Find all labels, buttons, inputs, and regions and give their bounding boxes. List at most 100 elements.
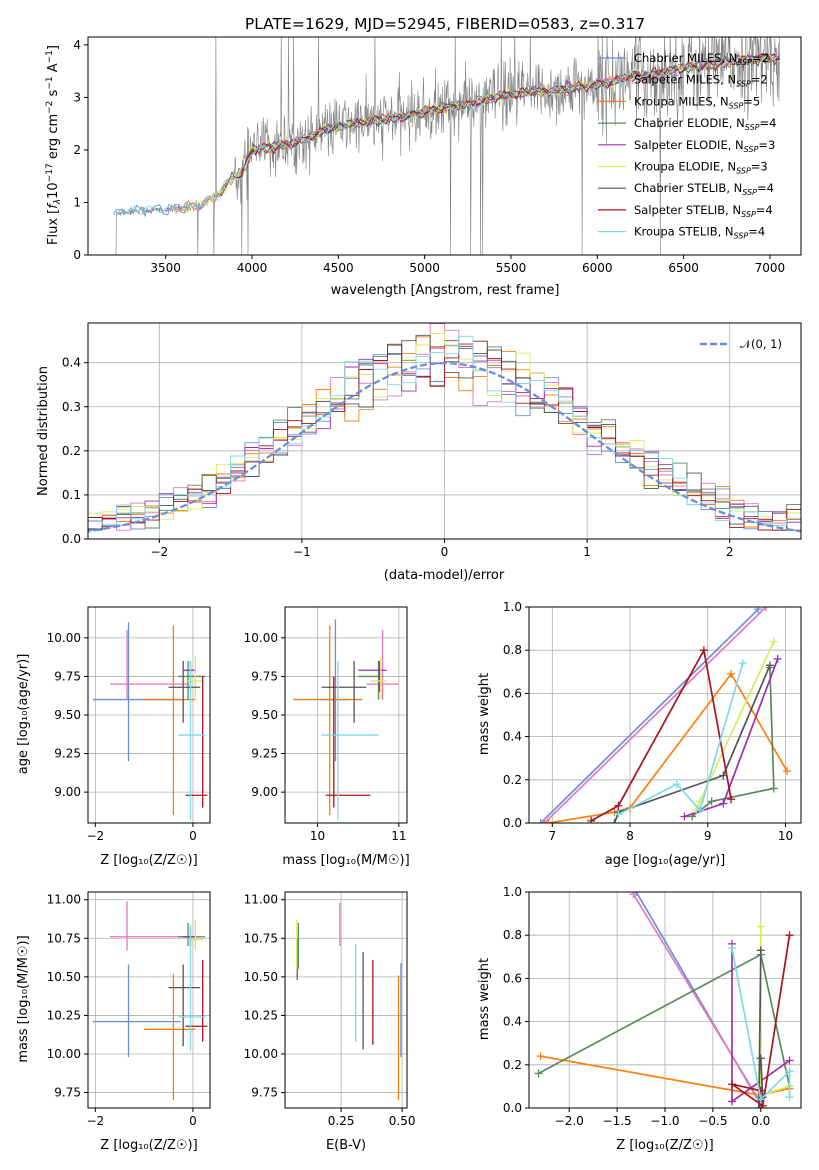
Z-weight-series-salpeter-stelib-marker <box>728 1080 737 1089</box>
spectrum-frame <box>87 36 802 256</box>
ebv-mass-y-tick-label: 10.50 <box>244 970 278 984</box>
residual-histogram-panel: (data-model)/error Normed distribution 𝒩… <box>36 337 782 583</box>
Z-weight-series-kroupa-stelib-marker <box>785 1067 794 1076</box>
age-weight-x-tick-label: 8 <box>626 829 634 843</box>
age-weight-x-tick-label: 10 <box>778 829 793 843</box>
residuals-x-tick-label: −2 <box>150 545 168 559</box>
Z-mass-y-tick-label: 11.00 <box>47 893 81 907</box>
mass-age-errorbars <box>293 619 399 820</box>
Z-weight-y-tick-label: 0.2 <box>503 1058 522 1072</box>
spectrum-title: PLATE=1629, MJD=52945, FIBERID=0583, z=0… <box>245 15 645 33</box>
Z-age-y-tick-label: 9.25 <box>54 747 81 761</box>
ebv-mass-x-label: E(B-V) <box>326 1138 366 1153</box>
Z-mass-y-tick-label: 10.75 <box>47 931 81 945</box>
spectrum-y-tick-label: 3 <box>73 90 81 104</box>
Z-weight-x-tick-label: −0.5 <box>698 1114 727 1128</box>
age-weight-series-kroupa-stelib-marker <box>614 810 623 819</box>
Z-weight-x-tick-label: −1.0 <box>650 1114 679 1128</box>
ebv-mass-y-tick-label: 9.75 <box>251 1086 278 1100</box>
spectrum-y-label: Flux [fλ10−17 erg cm−2 s−1 A−1] <box>45 45 63 245</box>
small-panels-labels: Z [log₁₀(Z/Z☉)] age [log₁₀(age/yr)] mass… <box>16 654 725 1153</box>
age-weight-series-kroupa-stelib-marker <box>738 659 747 668</box>
age-weight-y-tick-label: 1.0 <box>503 600 522 614</box>
age-weight-series-salpeter-elodie-marker <box>680 812 689 821</box>
Z-weight-y-tick-label: 1.0 <box>503 885 522 899</box>
mass-age-axes: 10 11 9.00 9.25 9.50 9.75 10.00 <box>244 607 407 843</box>
normal-legend-label: 𝒩(0, 1) <box>740 337 782 351</box>
ebv-mass-y-tick-label: 10.00 <box>244 1047 278 1061</box>
spectrum-x-tick-label: 5500 <box>496 261 527 275</box>
legend-label-0: Chabrier MILES, NSSP=2 <box>634 51 769 67</box>
age-weight-series-kroupa-stelib-marker <box>695 806 704 815</box>
Z-age-errorbars <box>92 622 208 820</box>
legend-label-7: Salpeter STELIB, NSSP=4 <box>634 203 773 219</box>
Z-age-axes: −2 0 9.00 9.25 9.50 9.75 10.00 <box>47 607 210 843</box>
Z-weight-series-salpeter-stelib-marker <box>756 1086 765 1095</box>
residuals-x-tick-label: 1 <box>583 545 591 559</box>
z-weight-y-label: mass weight <box>477 958 492 1040</box>
Z-weight-axes: −2.0 −1.5 −1.0 −0.5 0.0 0.0 0.2 0.4 0.6 0.8 1.0 <box>503 885 801 1128</box>
residuals-x-tick-label: 0 <box>441 545 449 559</box>
z-weight-x-label: Z [log₁₀(Z/Z☉)] <box>616 1138 713 1153</box>
Z-mass-errorbars <box>92 901 208 1101</box>
residuals-frame <box>87 322 802 540</box>
model-spectrum-kroupa-stelib <box>113 54 780 215</box>
spectrum-x-tick-label: 6500 <box>668 261 699 275</box>
Z-weight-series-kroupa-elodie-marker <box>756 922 765 931</box>
Z-mass-y-tick-label: 10.25 <box>47 1008 81 1022</box>
spectrum-x-tick-label: 6000 <box>582 261 613 275</box>
ebv-mass-x-tick-label: 0.50 <box>389 1114 416 1128</box>
age-weight-series-chabrier-stelib-marker <box>610 819 619 823</box>
mass-age-frame <box>284 606 408 824</box>
mass-age-y-tick-label: 9.50 <box>251 708 278 722</box>
ebv-mass-errorbars <box>296 902 402 1101</box>
age-weight-y-tick-label: 0.4 <box>503 730 522 744</box>
Z-mass-y-tick-label: 10.50 <box>47 970 81 984</box>
age-weight-x-tick-label: 7 <box>548 829 556 843</box>
Z-weight-x-tick-label: −1.5 <box>603 1114 632 1128</box>
age-weight-series-salpeter-stelib-marker <box>699 646 708 655</box>
Z-mass-x-tick-label: −2 <box>86 1114 104 1128</box>
age-weight-series-chabrier-elodie-marker <box>707 797 716 806</box>
legend-label-5: Kroupa ELODIE, NSSP=3 <box>634 160 768 176</box>
age-weight-y-tick-label: 0.0 <box>503 816 522 830</box>
age-weight-x-label: age [log₁₀(age/yr)] <box>605 853 726 868</box>
age-weight-series-salpeter-stelib-marker <box>587 816 596 823</box>
Z-weight-x-tick-label: −2.0 <box>555 1114 584 1128</box>
age-weight-series-chabrier-stelib-marker <box>765 661 774 670</box>
mass-age-y-tick-label: 9.75 <box>251 669 278 683</box>
age-weight-series-salpeter-miles-marker <box>540 819 549 823</box>
spectrum-x-tick-label: 7000 <box>755 261 786 275</box>
Z-mass-x-tick-label: 0 <box>189 1114 197 1128</box>
age-weight-series-chabrier-miles-marker <box>536 819 545 823</box>
z-age-x-label: Z [log₁₀(Z/Z☉)] <box>100 853 197 868</box>
residuals-y-tick-label: 0.4 <box>62 356 81 370</box>
spectrum-x-tick-label: 4000 <box>237 261 268 275</box>
spectrum-y-tick-label: 1 <box>73 195 81 209</box>
normal-legend: 𝒩(0, 1) <box>700 337 782 351</box>
ebv-mass-y-tick-label: 10.25 <box>244 1008 278 1022</box>
ebv-mass-y-tick-label: 11.00 <box>244 893 278 907</box>
Z-weight-y-tick-label: 0.0 <box>503 1101 522 1115</box>
mass-age-x-tick-label: 11 <box>391 829 406 843</box>
Z-weight-series-kroupa-stelib-marker <box>728 944 737 953</box>
normal-curve <box>88 361 801 533</box>
legend-label-3: Chabrier ELODIE, NSSP=4 <box>634 116 776 132</box>
Z-mass-y-tick-label: 9.75 <box>54 1086 81 1100</box>
ebv-mass-axes: 0.25 0.50 9.75 10.00 10.25 10.50 10.75 11.00 <box>244 892 416 1128</box>
residuals-x-tick-label: −1 <box>293 545 311 559</box>
legend-label-1: Salpeter MILES, NSSP=2 <box>634 73 768 89</box>
observed-spectrum-line <box>113 37 780 255</box>
ebv-mass-x-tick-label: 0.25 <box>328 1114 355 1128</box>
age-weight-series-kroupa-elodie-marker <box>769 637 778 646</box>
age-weight-series-salpeter-stelib-marker <box>727 795 736 804</box>
spectrum-y-tick-label: 4 <box>73 38 81 52</box>
residuals-y-tick-label: 0.1 <box>62 488 81 502</box>
Z-weight-frame <box>528 891 802 1109</box>
age-weight-series-salpeter-stelib-marker <box>614 801 623 810</box>
spectrum-panel: PLATE=1629, MJD=52945, FIBERID=0583, z=0… <box>45 15 645 298</box>
mass-age-x-tick-label: 10 <box>310 829 325 843</box>
Z-age-frame <box>87 606 211 824</box>
Z-age-x-tick-label: 0 <box>189 829 197 843</box>
ebv-mass-y-tick-label: 10.75 <box>244 931 278 945</box>
